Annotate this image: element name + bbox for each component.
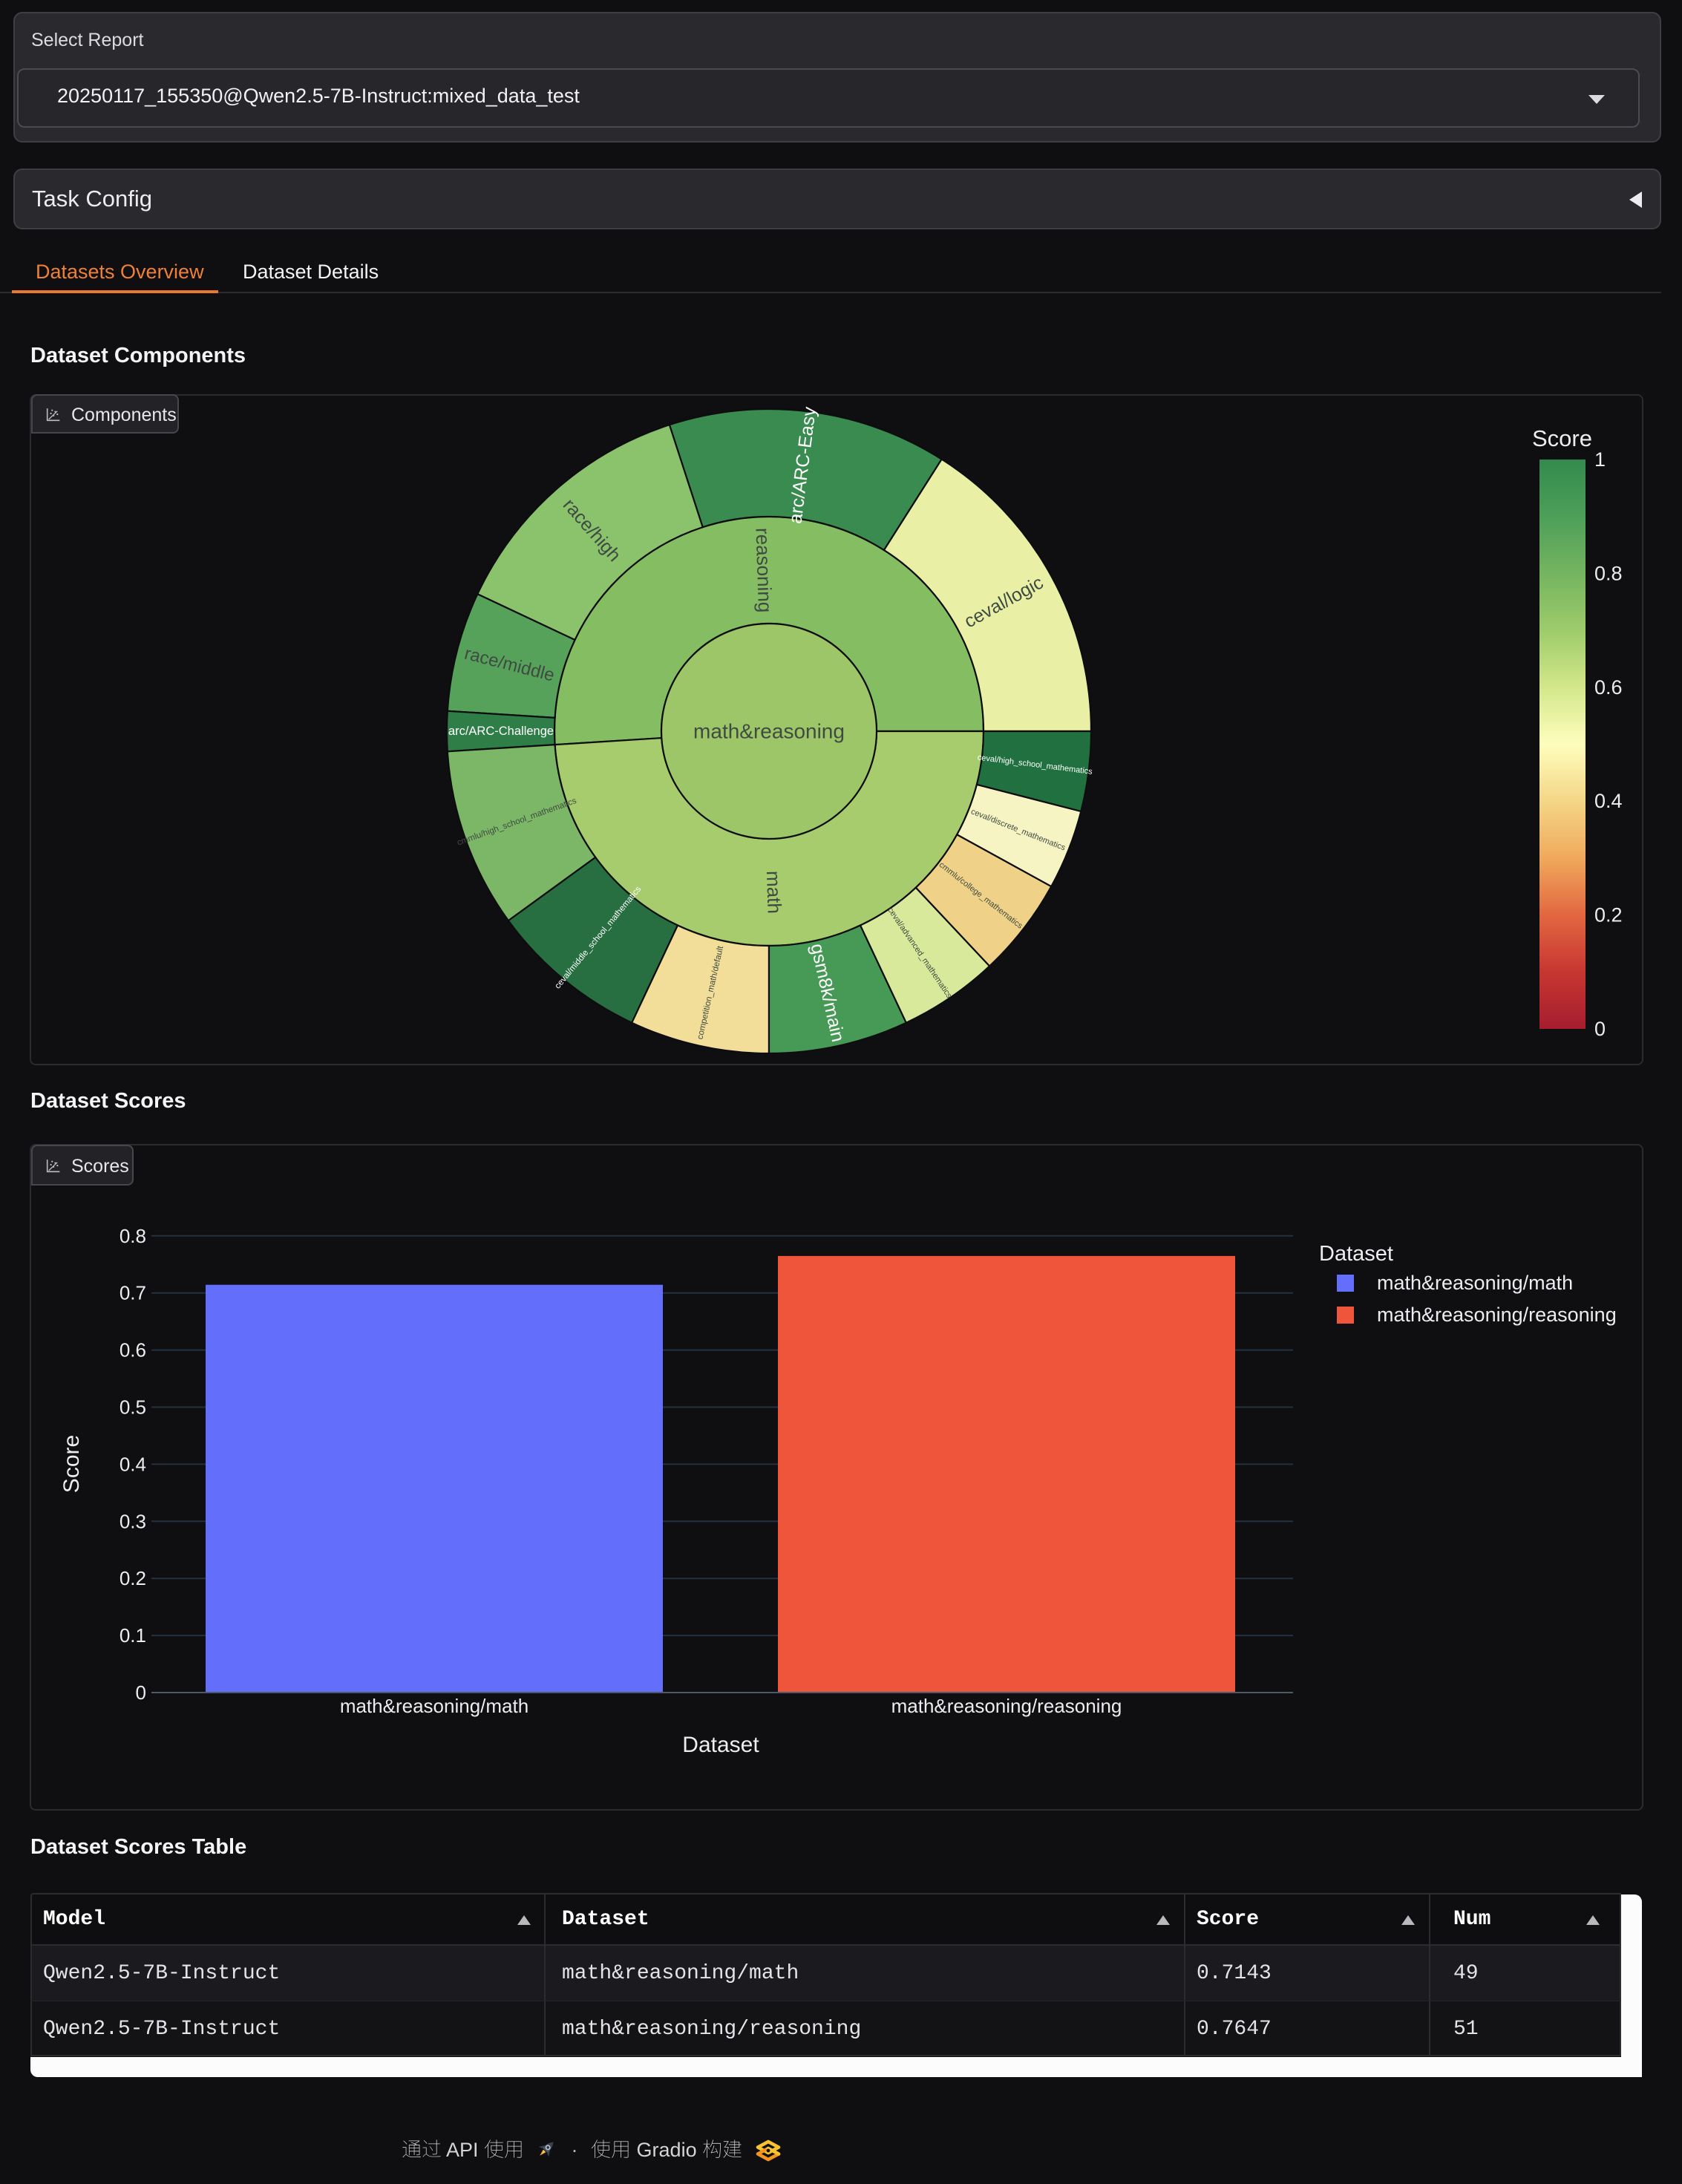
svg-text:0.3: 0.3 — [120, 1510, 146, 1532]
svg-text:0.6: 0.6 — [1594, 676, 1623, 699]
svg-text:Score: Score — [59, 1435, 84, 1493]
svg-text:Dataset: Dataset — [682, 1733, 759, 1757]
svg-text:math&reasoning/reasoning: math&reasoning/reasoning — [1377, 1304, 1617, 1326]
svg-text:math&reasoning/reasoning: math&reasoning/reasoning — [891, 1695, 1122, 1717]
svg-text:0: 0 — [1594, 1018, 1606, 1040]
svg-text:0.7: 0.7 — [120, 1282, 146, 1304]
svg-text:0.6: 0.6 — [120, 1339, 146, 1361]
svg-text:0.1: 0.1 — [120, 1624, 146, 1647]
svg-text:0.4: 0.4 — [1594, 790, 1623, 812]
svg-text:math&reasoning: math&reasoning — [693, 720, 845, 743]
svg-text:Dataset: Dataset — [1319, 1242, 1393, 1266]
svg-text:0.2: 0.2 — [120, 1567, 146, 1589]
svg-text:1: 1 — [1594, 448, 1606, 471]
svg-text:0.8: 0.8 — [120, 1225, 146, 1247]
svg-text:0.8: 0.8 — [1594, 562, 1623, 584]
svg-text:0.5: 0.5 — [120, 1396, 146, 1419]
svg-text:math&reasoning/math: math&reasoning/math — [340, 1695, 529, 1717]
svg-text:math: math — [762, 871, 786, 915]
svg-text:0.4: 0.4 — [120, 1453, 146, 1475]
svg-text:reasoning: reasoning — [751, 528, 776, 613]
svg-text:arc/ARC-Challenge: arc/ARC-Challenge — [448, 725, 554, 738]
svg-text:math&reasoning/math: math&reasoning/math — [1377, 1272, 1573, 1294]
svg-text:0: 0 — [136, 1681, 146, 1704]
svg-text:0.2: 0.2 — [1594, 904, 1623, 926]
svg-text:Score: Score — [1532, 425, 1592, 451]
